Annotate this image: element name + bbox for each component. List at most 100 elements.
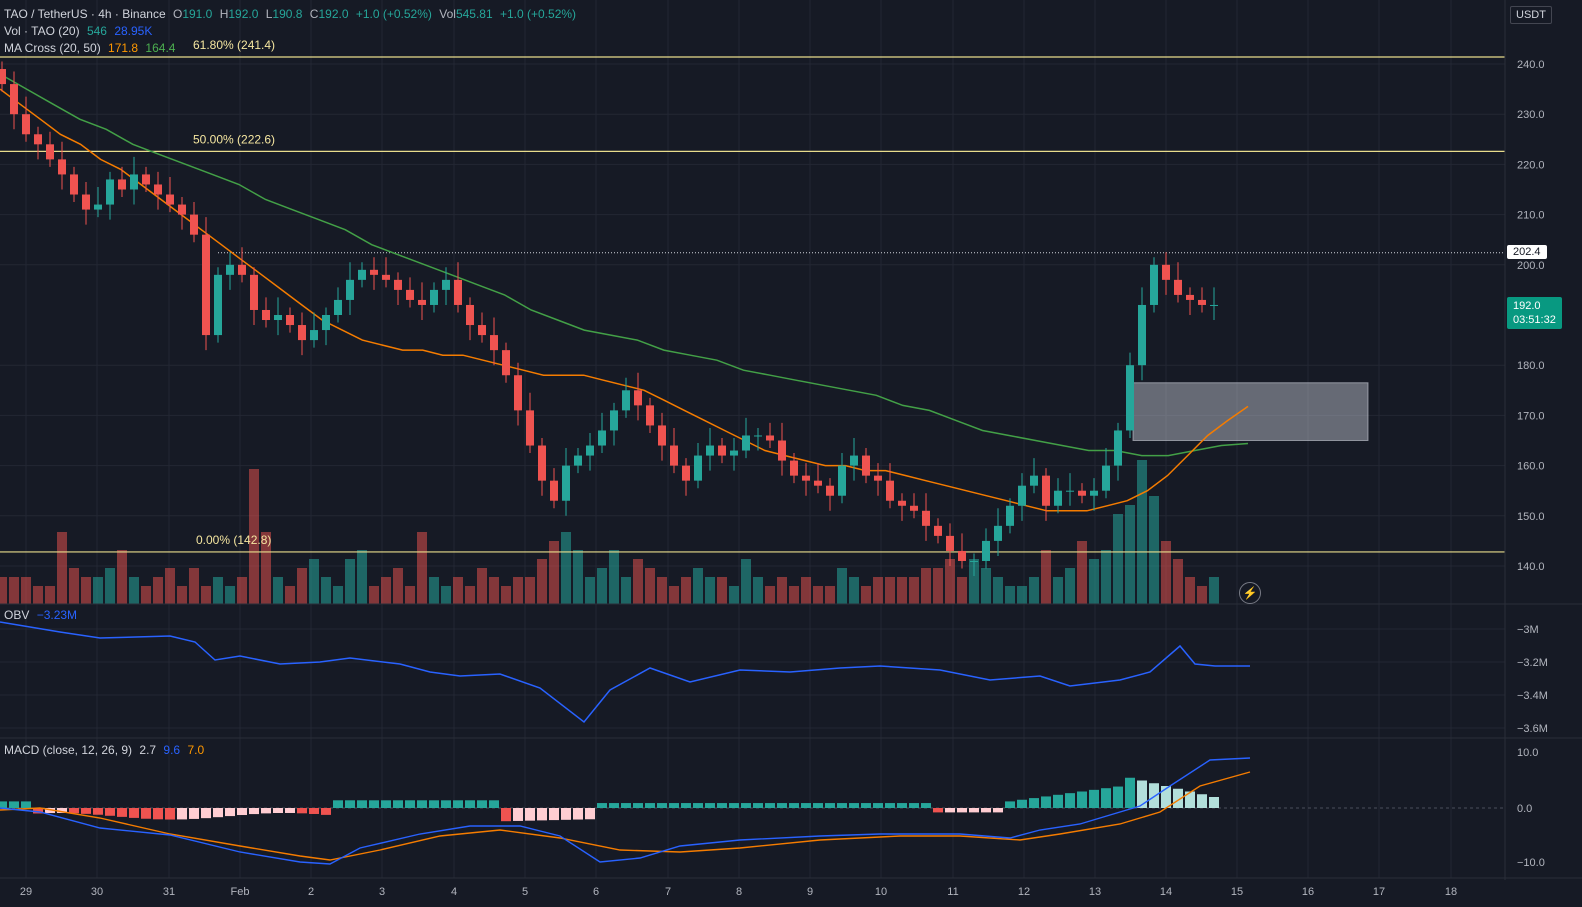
macd-histogram-bar: [513, 808, 523, 821]
volume-bar: [873, 577, 883, 604]
obv-line: [0, 621, 1250, 724]
volume-bar: [969, 559, 979, 604]
macd-histogram-bar: [861, 803, 871, 808]
macd-histogram-value: 2.7: [139, 743, 157, 757]
obv-legend[interactable]: OBV −3.23M: [4, 607, 81, 623]
obv-pane: [0, 621, 1505, 729]
candle-body: [634, 390, 642, 406]
macd-histogram-bar: [93, 808, 103, 815]
candle: [598, 412, 606, 454]
volume-bar: [1077, 541, 1087, 604]
macd-legend[interactable]: MACD (close, 12, 26, 9) 2.7 9.6 7.0: [4, 742, 208, 758]
candle-body: [622, 390, 630, 411]
volume-bar: [465, 586, 475, 604]
candle: [1042, 468, 1050, 521]
volume-bar: [897, 577, 907, 604]
price-tick-label: 230.0: [1517, 109, 1545, 121]
candle: [286, 307, 294, 333]
candle: [154, 171, 162, 210]
macd-histogram-bar: [153, 808, 163, 820]
price-axis[interactable]: 240.0 230.0 220.0 210.0 200.0 180.0 170.0 160.0…: [1505, 0, 1582, 880]
macd-histogram-bar: [69, 808, 79, 814]
macd-histogram-bar: [537, 808, 547, 821]
candle-body: [166, 194, 174, 205]
candle: [1198, 287, 1206, 313]
macd-histogram-bar: [1017, 799, 1027, 808]
ma-slow-value: 164.4: [145, 41, 176, 55]
macd-histogram-bar: [885, 803, 895, 808]
candle: [310, 312, 318, 348]
price-tick-label: 150.0: [1517, 511, 1545, 523]
macd-histogram-bar: [465, 800, 475, 808]
volume-bar: [585, 577, 595, 604]
volume-bar: [9, 577, 19, 604]
volume-bar: [1029, 577, 1039, 604]
macd-signal-line: [0, 771, 1251, 861]
volume-bar: [1113, 514, 1123, 604]
lightning-icon[interactable]: ⚡: [1239, 582, 1261, 604]
volume-bar: [1161, 541, 1171, 604]
candle-body: [742, 435, 750, 451]
price-tick-label: 180.0: [1517, 360, 1545, 372]
macd-histogram-bar: [393, 800, 403, 808]
price-tick-label: 210.0: [1517, 210, 1545, 222]
candle-body: [778, 440, 786, 461]
macd-histogram-bar: [1053, 794, 1063, 808]
volume-bar: [237, 577, 247, 604]
time-tick-label: 18: [1445, 886, 1457, 898]
candle: [754, 427, 762, 451]
volume-bar: [1101, 550, 1111, 604]
candle: [1090, 478, 1098, 511]
volume-indicator-legend[interactable]: Vol · TAO (20) 546 28.95K: [4, 23, 156, 39]
macd-signal-value: 7.0: [187, 743, 205, 757]
macd-histogram-bar: [957, 808, 967, 813]
candle-body: [118, 179, 126, 190]
time-tick-label: 11: [947, 886, 958, 898]
obv-tick-label: −3M: [1517, 624, 1539, 636]
time-axis[interactable]: 29 30 31 Feb 2 3 4 5 6 7 8 9 10 11 12 13 14 15 16 17 18: [0, 878, 1582, 907]
candle: [874, 463, 882, 496]
time-tick-label: Feb: [231, 886, 250, 898]
candle-body: [682, 465, 690, 481]
macd-histogram-bar: [441, 800, 451, 808]
volume-bar: [717, 577, 727, 604]
volume-bar: [741, 559, 751, 604]
macd-histogram-bar: [633, 803, 643, 808]
candle-body: [478, 325, 486, 336]
macd-histogram-bar: [729, 803, 739, 808]
volume-bar: [117, 550, 127, 604]
candle-body: [562, 465, 570, 501]
ma-cross-legend[interactable]: MA Cross (20, 50) 171.8 164.4: [4, 40, 179, 56]
macd-histogram-bar: [825, 803, 835, 808]
candle-body: [238, 264, 246, 275]
time-tick-label: 3: [379, 886, 385, 898]
macd-histogram-bar: [453, 800, 463, 808]
symbol-title[interactable]: TAO / TetherUS · 4h · Binance: [4, 7, 166, 21]
candle-body: [370, 269, 378, 275]
demand-zone-box[interactable]: [1132, 382, 1369, 441]
candle-body: [418, 299, 426, 305]
price-tick-label: 140.0: [1517, 561, 1545, 573]
volume-bar: [477, 568, 487, 604]
time-tick-label: 14: [1160, 886, 1172, 898]
volume-bar: [501, 586, 511, 604]
time-tick-label: 2: [308, 886, 314, 898]
candle-body: [1174, 279, 1182, 295]
currency-button[interactable]: USDT: [1510, 6, 1552, 24]
symbol-legend: TAO / TetherUS · 4h · Binance O191.0 H19…: [4, 6, 580, 22]
macd-histogram-bar: [873, 803, 883, 808]
candle: [1210, 287, 1218, 321]
candle: [478, 312, 486, 343]
ma-fast-value: 171.8: [108, 41, 139, 55]
volume-bar: [1089, 559, 1099, 604]
candle-body: [70, 174, 78, 195]
obv-tick-label: −3.2M: [1517, 657, 1548, 669]
volume-bar: [633, 559, 643, 604]
candle: [274, 297, 282, 336]
candle: [1054, 478, 1062, 514]
volume-bar: [93, 577, 103, 604]
macd-histogram-bar: [297, 808, 307, 814]
macd-line-value: 9.6: [163, 743, 181, 757]
macd-histogram-bar: [669, 803, 679, 808]
